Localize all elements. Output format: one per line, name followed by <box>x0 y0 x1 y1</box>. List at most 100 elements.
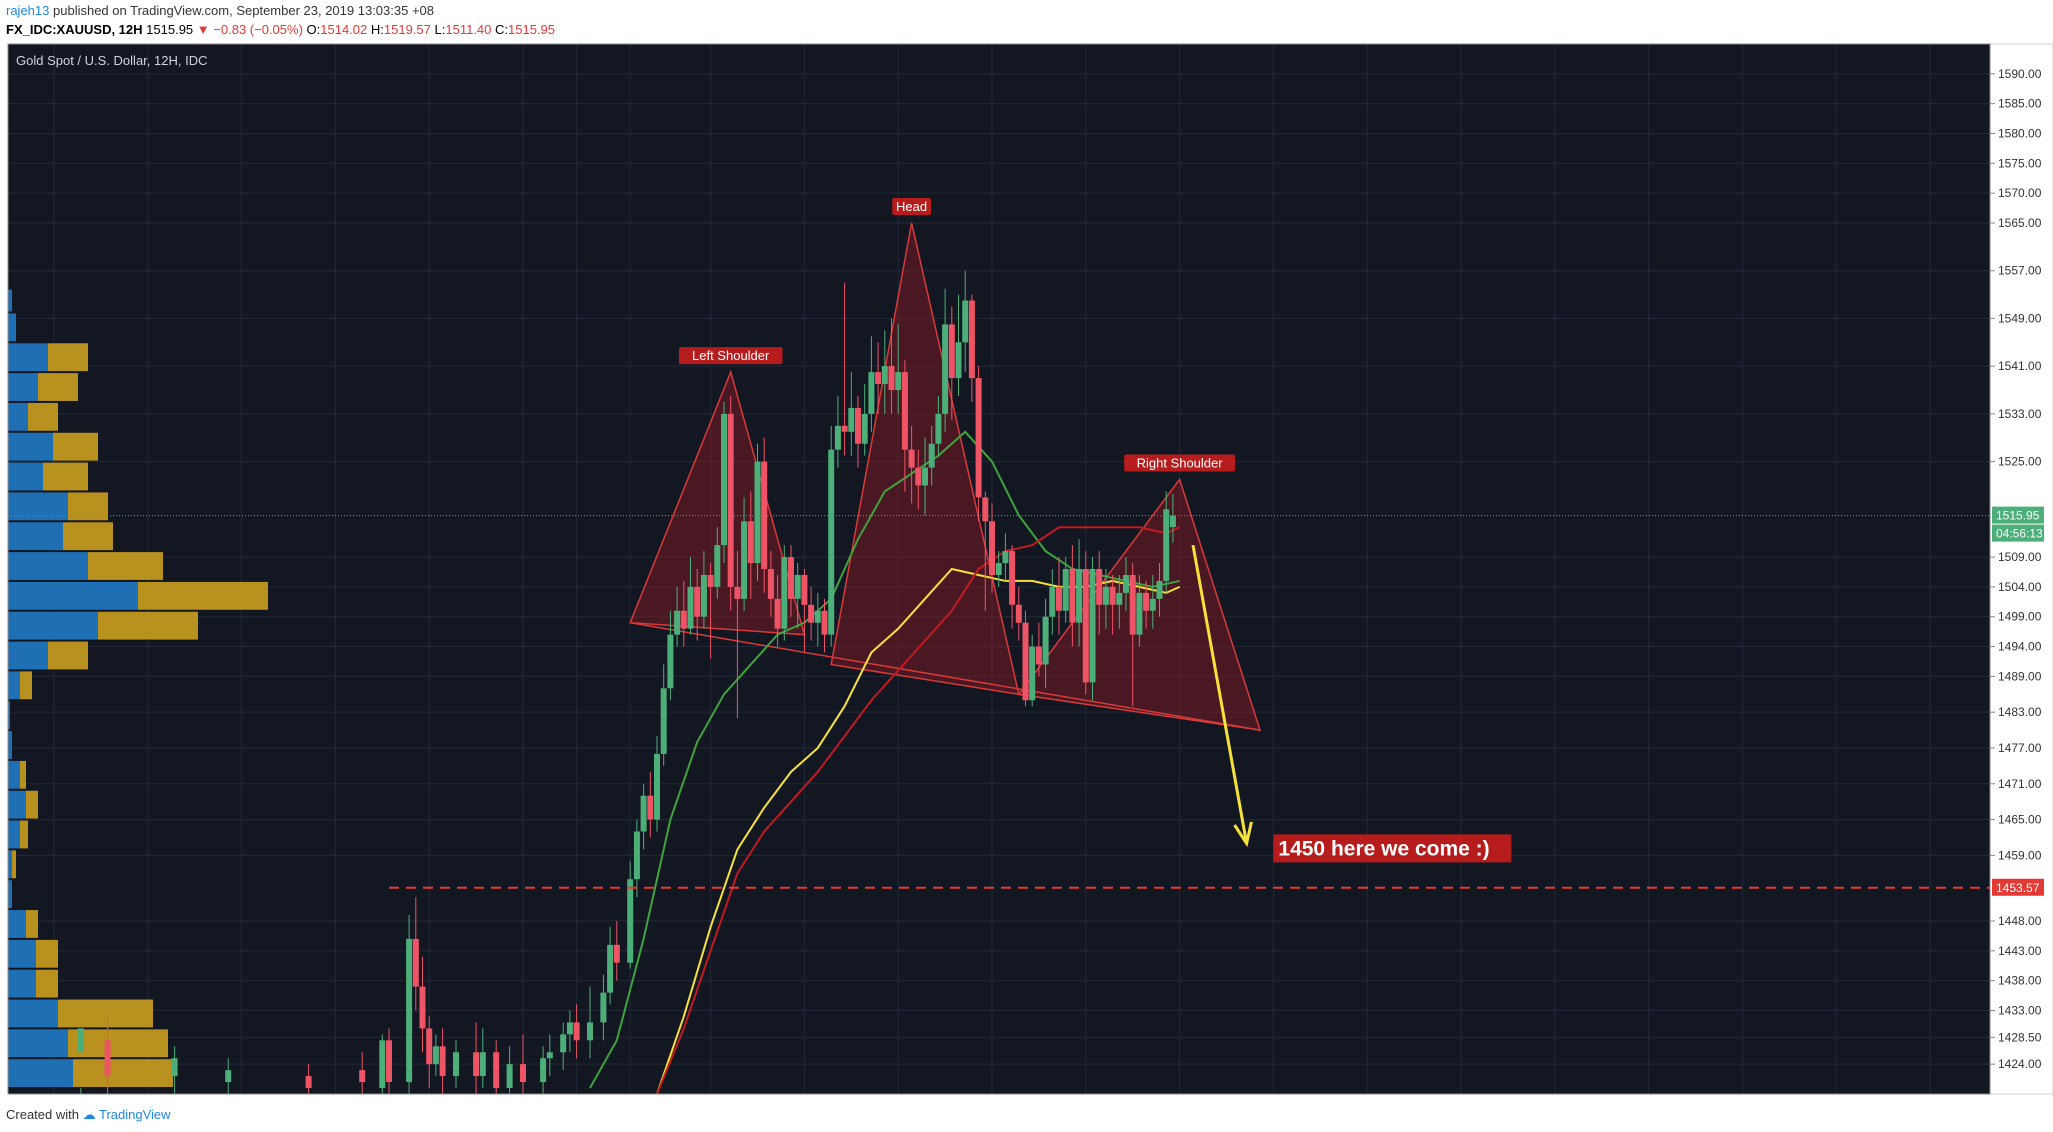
candle-body <box>841 425 848 432</box>
time-tick-label: Aug <box>566 1098 587 1100</box>
head-label: Head <box>896 199 927 214</box>
symbol-text: FX_IDC:XAUUSD, 12H <box>6 22 143 37</box>
candle <box>841 282 848 456</box>
left-shoulder-triangle <box>629 369 806 636</box>
candle-body <box>546 1052 553 1059</box>
volume-bar-gold <box>20 671 32 700</box>
candle-body <box>1102 586 1109 605</box>
candle <box>1042 598 1049 689</box>
candle-body <box>453 1052 459 1077</box>
candle-body <box>566 1022 573 1035</box>
candle <box>493 1040 500 1094</box>
candle-body <box>888 366 895 391</box>
candle <box>573 1004 580 1059</box>
candle <box>640 783 647 850</box>
price-axis-background <box>1989 43 2053 1095</box>
last-price-tag <box>1992 506 2044 524</box>
volume-bar-blue <box>8 432 53 461</box>
candle <box>714 527 721 599</box>
candle <box>560 1022 567 1071</box>
candle-body <box>727 413 734 587</box>
candle <box>674 586 681 647</box>
volume-bar-blue <box>8 343 48 372</box>
candle-body <box>721 413 727 546</box>
candle-body <box>171 1058 178 1077</box>
volume-bar-gold <box>73 1059 173 1088</box>
price-tick-label: 1575.00 <box>1998 156 2042 170</box>
close-label: C: <box>495 22 509 37</box>
candle-body <box>412 938 419 987</box>
candle-body <box>734 586 741 599</box>
publisher-link[interactable]: rajeh13 <box>6 3 50 18</box>
volume-bar-gold <box>48 641 88 670</box>
volume-bar-blue <box>8 969 36 998</box>
candle-body <box>814 610 821 623</box>
tradingview-link[interactable]: TradingView <box>99 1107 171 1122</box>
candle <box>828 425 835 647</box>
price-chart[interactable]: Left Shoulder Head Right Shoulder 1450 here… <box>0 0 2053 1100</box>
candle-body <box>633 831 640 880</box>
time-tick-label: 22 <box>423 1098 437 1100</box>
time-tick-label: 14 <box>1454 1098 1468 1100</box>
candle <box>412 897 419 1011</box>
candle-body <box>506 1064 513 1089</box>
candle-body <box>868 372 875 414</box>
candle <box>1143 580 1150 629</box>
candle-body <box>801 574 808 605</box>
volume-bar-blue <box>8 313 16 342</box>
created-with-text: Created with <box>6 1107 79 1122</box>
open-value: 1514.02 <box>320 22 368 37</box>
time-tick-label: Nov <box>1732 1098 1753 1100</box>
volume-bar-blue <box>8 701 10 730</box>
candle <box>875 342 882 414</box>
volume-bar-blue <box>8 462 43 491</box>
candle-body <box>962 300 969 343</box>
right-shoulder-label-box <box>1124 454 1235 472</box>
candle-body <box>667 634 674 689</box>
candles <box>77 270 1176 1094</box>
candle <box>479 1028 486 1089</box>
candle <box>995 551 1002 587</box>
volume-bar-gold <box>36 969 58 998</box>
candle-body <box>520 1064 526 1083</box>
candle-body <box>386 1040 392 1083</box>
candle <box>1049 569 1056 635</box>
candle-body <box>1143 592 1150 611</box>
time-tick-label: Sep <box>888 1098 910 1100</box>
candle <box>1015 586 1022 641</box>
low-label: L: <box>434 22 446 37</box>
price-tick-label: 1504.00 <box>1998 580 2042 594</box>
low-value: 1511.40 <box>445 22 492 37</box>
candle-body <box>1062 569 1069 611</box>
candle-body <box>1096 569 1103 605</box>
candle-body <box>808 604 815 623</box>
candle-body <box>861 413 868 444</box>
candle-body <box>741 521 748 599</box>
candle-body <box>935 413 942 444</box>
candle-body <box>1035 646 1042 665</box>
candle-body <box>1042 616 1049 665</box>
price-tick-label: 1541.00 <box>1998 359 2042 373</box>
candle <box>694 569 701 641</box>
price-tick-label: 1438.00 <box>1998 974 2042 988</box>
volume-bar-blue <box>8 820 20 849</box>
volume-bar-blue <box>8 522 63 551</box>
candle-body <box>781 557 788 629</box>
candle <box>767 551 774 617</box>
candle-body <box>493 1052 500 1089</box>
candle-body <box>587 1022 593 1041</box>
candle <box>955 294 962 396</box>
volume-bar-gold <box>26 790 38 819</box>
time-tick-label: 26 <box>798 1098 812 1100</box>
candle-body <box>1076 569 1083 623</box>
candle <box>1056 557 1062 635</box>
candle <box>1109 574 1116 635</box>
price-tick-label: 1580.00 <box>1998 126 2042 140</box>
candle <box>1062 557 1069 623</box>
candle-body <box>1149 598 1156 611</box>
down-arrow-icon: ▼ <box>196 22 210 37</box>
publish-header: rajeh13 published on TradingView.com, Se… <box>6 0 2046 42</box>
annotation-text: 1450 here we come :) <box>1278 837 1489 860</box>
price-tick-label: 1424.00 <box>1998 1057 2042 1071</box>
candle <box>225 1058 232 1094</box>
